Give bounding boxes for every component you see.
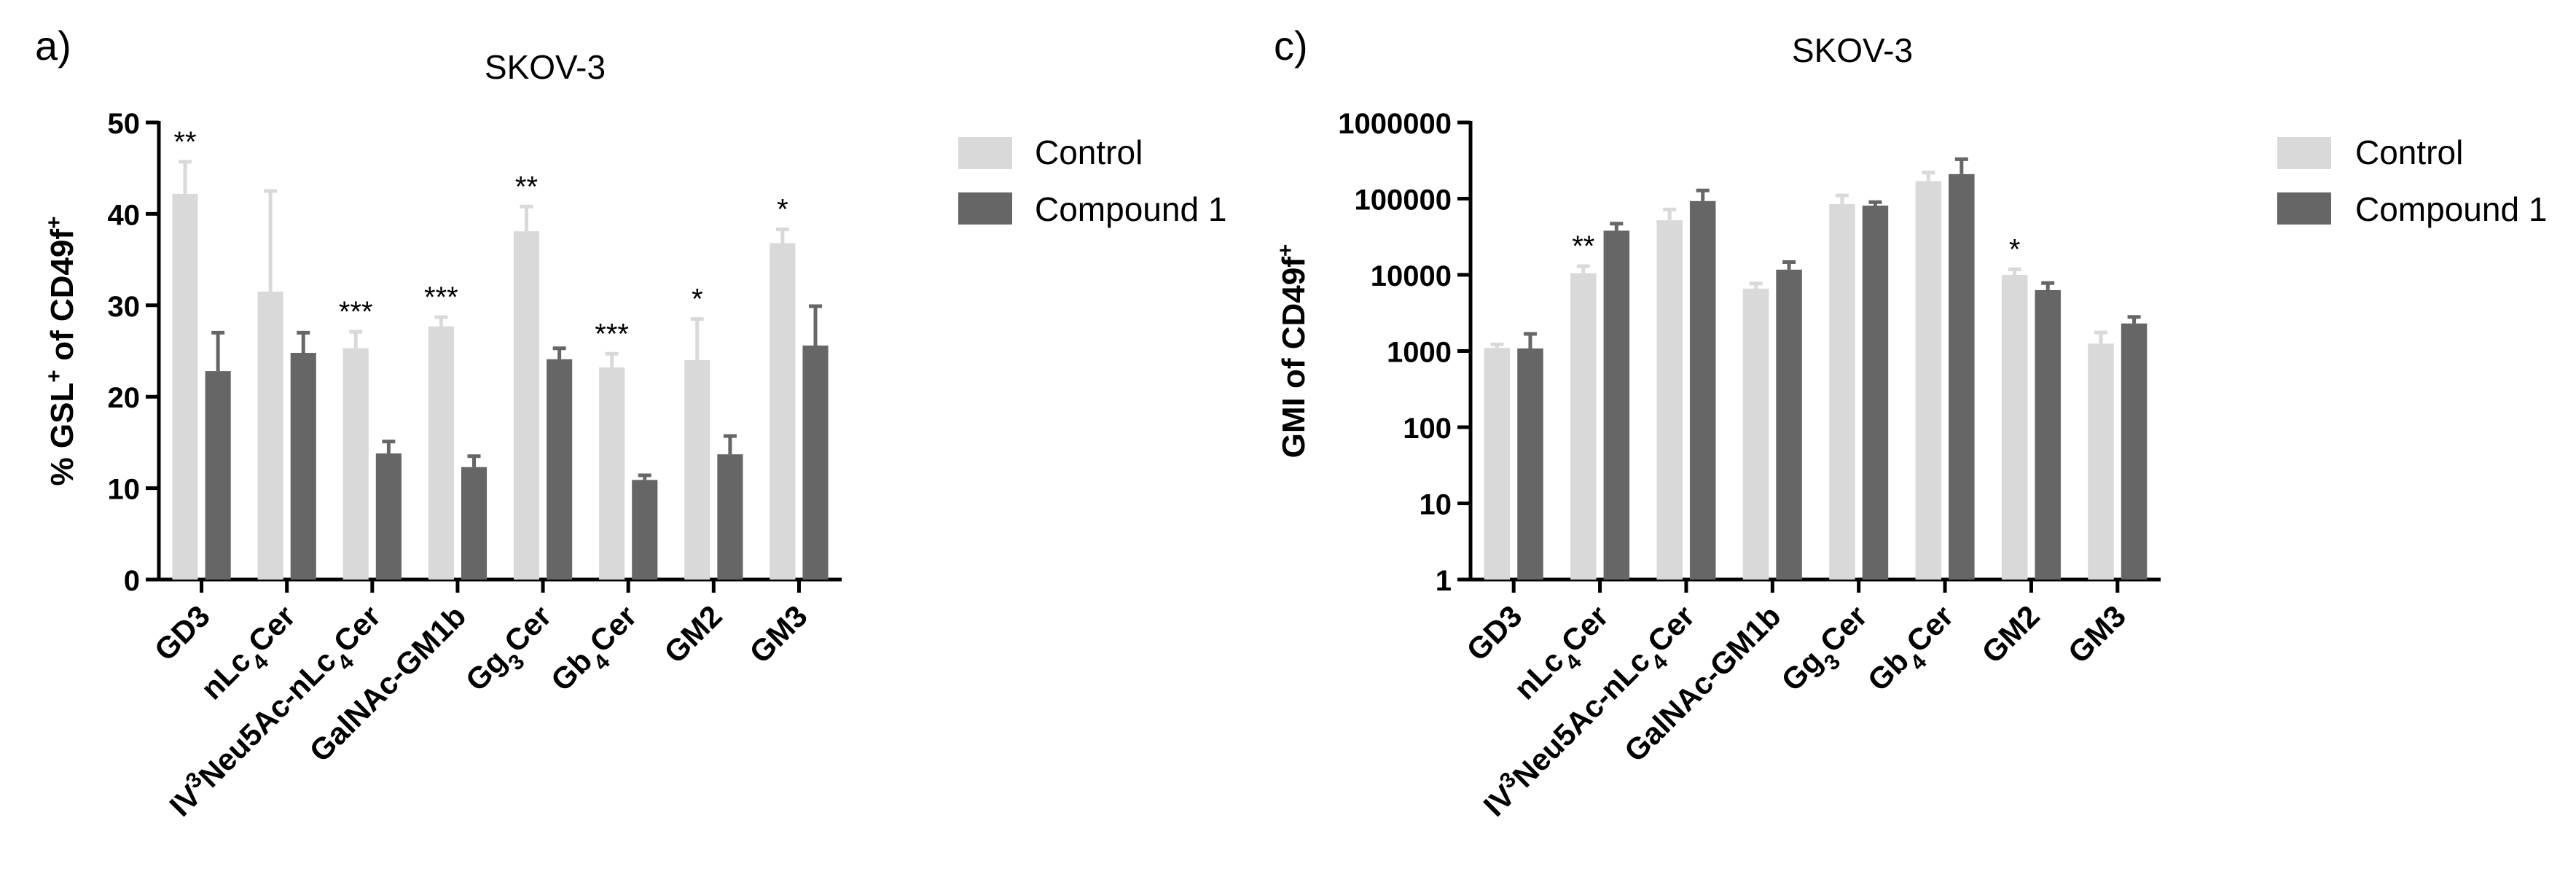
significance-marker: ** [515, 171, 538, 203]
bar-control [428, 326, 454, 580]
bar-compound [632, 480, 658, 580]
y-axis-label-part: + [1274, 244, 1298, 257]
legend-swatch-compound [2277, 192, 2331, 225]
legend-label-control: Control [1035, 133, 1143, 171]
significance-marker: * [692, 284, 703, 316]
y-tick-label: 100 [1403, 413, 1452, 445]
bar-compound [717, 454, 743, 580]
y-tick-label: 30 [108, 291, 141, 323]
significance-marker: ** [173, 126, 196, 158]
bar-compound [1603, 230, 1630, 580]
bar-control [599, 367, 625, 580]
bar-compound [1776, 269, 1802, 580]
bar-control [1915, 181, 1942, 580]
bar-control [1742, 288, 1769, 580]
bar-compound [2121, 323, 2148, 580]
panel-c-legend: Control Compound 1 [2277, 133, 2547, 228]
y-tick-label: 1000000 [1338, 108, 1452, 140]
legend-swatch-compound [958, 192, 1012, 225]
bar-control [1570, 273, 1597, 580]
panel-a-title: SKOV-3 [485, 48, 606, 86]
y-tick-label: 50 [108, 108, 141, 140]
bar-control [342, 348, 369, 580]
legend-swatch-control [2277, 137, 2331, 169]
y-axis-label-part: + [42, 370, 66, 383]
panel-c-label: c) [1274, 23, 1308, 69]
significance-marker: ** [1572, 230, 1594, 262]
bar-compound [2035, 289, 2061, 580]
bar-compound [205, 371, 231, 580]
bar-control [257, 291, 283, 580]
significance-marker: * [777, 194, 788, 226]
significance-marker: * [2009, 233, 2021, 265]
y-tick-label: 1 [1436, 565, 1452, 597]
panel-c-title: SKOV-3 [1792, 31, 1913, 69]
panel-a-label: a) [35, 23, 71, 69]
bar-control [684, 360, 710, 580]
bar-control [513, 231, 540, 580]
y-axis-label: % GSL+ of CD49f+ [42, 217, 81, 486]
y-tick-label: 10 [108, 474, 141, 506]
y-axis-label-part: + [42, 217, 66, 230]
legend-label-control: Control [2355, 133, 2463, 171]
bar-compound [802, 345, 829, 580]
y-tick-label: 0 [124, 565, 140, 597]
bar-control [2088, 343, 2114, 580]
bar-control [1656, 220, 1683, 580]
significance-marker: *** [424, 281, 458, 313]
bar-compound [1862, 206, 1889, 580]
bar-control [770, 243, 796, 580]
legend-label-compound: Compound 1 [1035, 190, 1226, 228]
y-tick-label: 20 [108, 382, 141, 414]
bar-compound [547, 359, 573, 580]
bar-control [1484, 348, 1511, 580]
y-tick-label: 10 [1420, 489, 1452, 521]
bar-compound [1517, 348, 1543, 580]
y-axis-label-part: of CD49f [44, 229, 80, 370]
significance-marker: *** [339, 296, 373, 328]
legend-label-compound: Compound 1 [2355, 190, 2547, 228]
y-axis-label-part: % GSL [44, 383, 80, 486]
bar-control [2001, 275, 2028, 580]
bar-control [1829, 203, 1855, 580]
bar-compound [1949, 174, 1975, 580]
y-tick-label: 100000 [1355, 184, 1452, 217]
y-tick-label: 40 [108, 199, 141, 231]
y-axis-label: GMI of CD49f+ [1274, 244, 1312, 459]
bar-compound [461, 467, 488, 580]
bar-compound [290, 353, 316, 580]
y-tick-label: 10000 [1371, 260, 1452, 292]
y-axis-label-part: GMI of CD49f [1276, 257, 1312, 459]
significance-marker: *** [595, 318, 629, 350]
y-tick-label: 1000 [1387, 337, 1452, 369]
bar-compound [1689, 200, 1716, 580]
bar-control [172, 193, 198, 580]
panel-a-legend: Control Compound 1 [958, 133, 1226, 228]
bar-compound [375, 453, 402, 580]
legend-swatch-control [958, 137, 1012, 169]
